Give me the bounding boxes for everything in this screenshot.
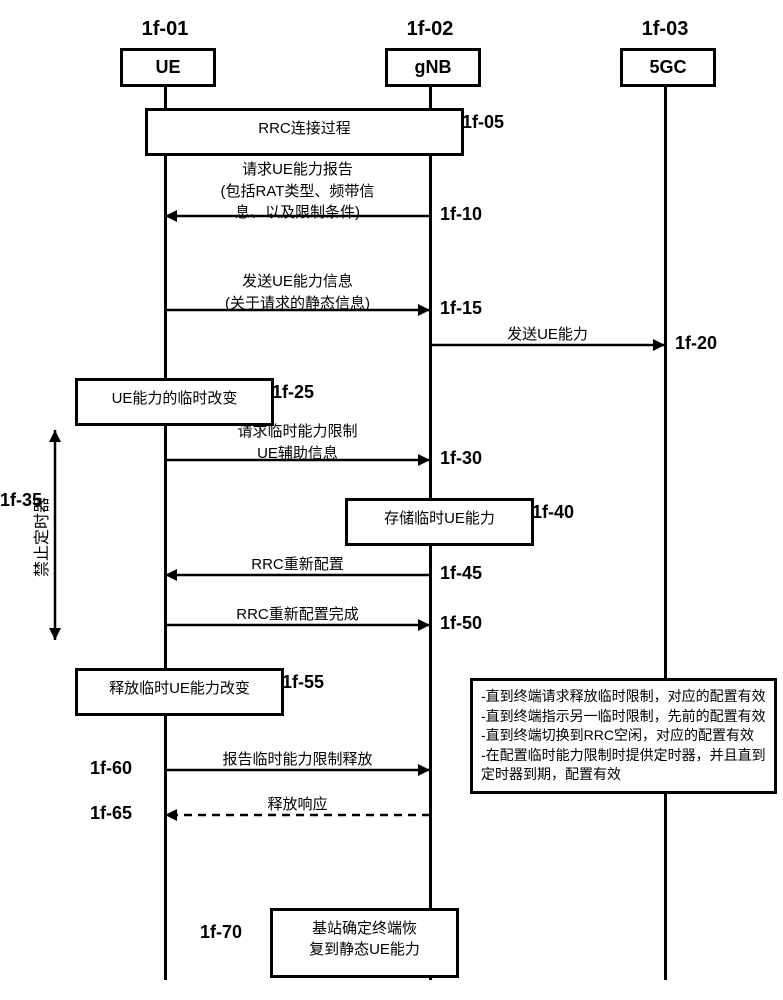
timer-ref: 1f-35	[0, 490, 42, 511]
timer-arrow	[0, 0, 783, 1000]
